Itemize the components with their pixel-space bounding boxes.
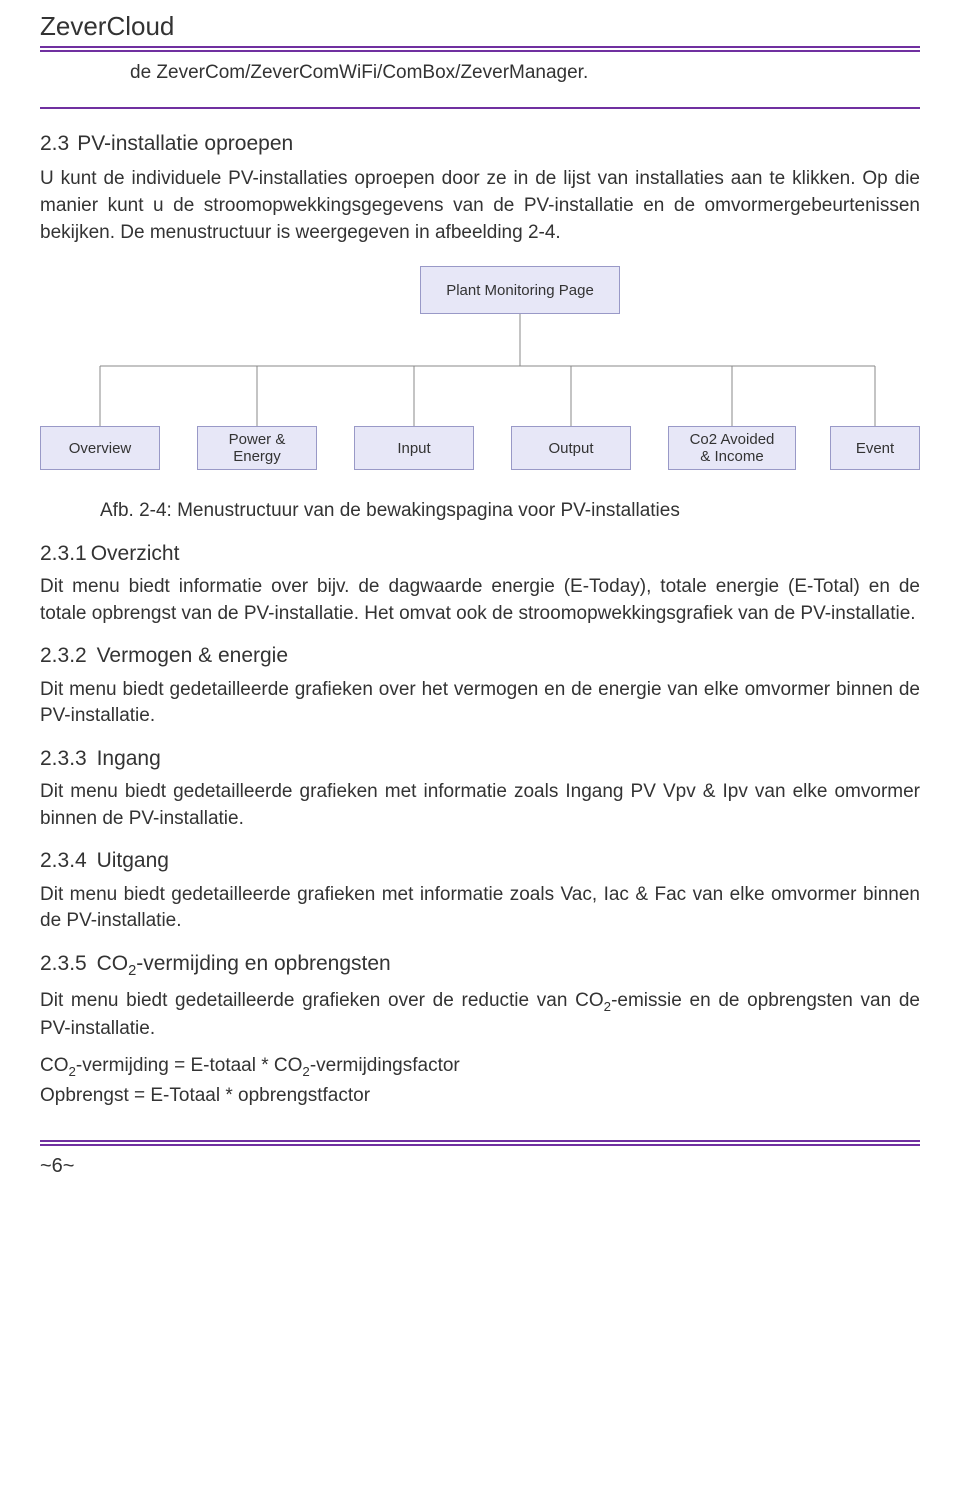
heading-2-3-1-num: 2.3.1 <box>40 542 87 565</box>
section-rule <box>40 107 920 109</box>
f1-mid: -vermijding = E-totaal * CO <box>76 1055 303 1076</box>
heading-2-3-5-num: 2.3.5 <box>40 952 87 975</box>
f1-post: -vermijdingsfactor <box>310 1055 460 1076</box>
page-header-title: ZeverCloud <box>40 0 920 46</box>
heading-2-3-5-title-pre: CO <box>97 952 129 975</box>
heading-2-3-2: 2.3.2 Vermogen & energie <box>40 641 920 670</box>
formula-co2-vermijding: CO2-vermijding = E-totaal * CO2-vermijdi… <box>40 1053 920 1081</box>
figure-caption-2-4: Afb. 2-4: Menustructuur van de bewakings… <box>100 498 920 525</box>
s235-p-sub: 2 <box>604 999 611 1014</box>
f1-pre: CO <box>40 1055 69 1076</box>
heading-2-3-1-title: Overzicht <box>91 542 180 565</box>
section-2-3-4-paragraph: Dit menu biedt gedetailleerde grafieken … <box>40 882 920 935</box>
section-2-3-5-paragraph: Dit menu biedt gedetailleerde grafieken … <box>40 988 920 1043</box>
menu-structure-diagram: Plant Monitoring Page Overview Power &En… <box>40 266 920 486</box>
diagram-leaf-input: Input <box>354 426 474 470</box>
section-2-3-3-paragraph: Dit menu biedt gedetailleerde grafieken … <box>40 779 920 832</box>
s235-p-pre: Dit menu biedt gedetailleerde grafieken … <box>40 990 604 1011</box>
section-2-3-paragraph: U kunt de individuele PV-installaties op… <box>40 166 920 246</box>
formula-opbrengst: Opbrengst = E-Totaal * opbrengstfactor <box>40 1083 920 1110</box>
diagram-root-node: Plant Monitoring Page <box>420 266 620 314</box>
footer-double-rule <box>40 1140 920 1146</box>
heading-2-3-2-title: Vermogen & energie <box>97 644 288 667</box>
heading-2-3-4-title: Uitgang <box>97 849 169 872</box>
heading-2-3-num: 2.3 <box>40 132 69 155</box>
diagram-leaf-output: Output <box>511 426 631 470</box>
heading-2-3-3-num: 2.3.3 <box>40 747 87 770</box>
page-number: ~6~ <box>40 1152 920 1180</box>
heading-2-3-4-num: 2.3.4 <box>40 849 87 872</box>
intro-line: de ZeverCom/ZeverComWiFi/ComBox/ZeverMan… <box>40 60 920 87</box>
heading-2-3-5-title-sub: 2 <box>128 963 136 979</box>
heading-2-3-3: 2.3.3 Ingang <box>40 744 920 773</box>
heading-2-3-5-title-post: -vermijding en opbrengsten <box>136 952 390 975</box>
heading-2-3-title: PV-installatie oproepen <box>77 132 293 155</box>
heading-2-3-3-title: Ingang <box>97 747 161 770</box>
f1-sub1: 2 <box>69 1064 76 1079</box>
heading-2-3-2-num: 2.3.2 <box>40 644 87 667</box>
diagram-leaf-power-energy: Power &Energy <box>197 426 317 470</box>
section-2-3-1-paragraph: Dit menu biedt informatie over bijv. de … <box>40 574 920 627</box>
heading-2-3-1: 2.3.1Overzicht <box>40 539 920 568</box>
section-2-3-2-paragraph: Dit menu biedt gedetailleerde grafieken … <box>40 677 920 730</box>
heading-2-3-4: 2.3.4 Uitgang <box>40 846 920 875</box>
diagram-leaf-co2-income: Co2 Avoided& Income <box>668 426 796 470</box>
diagram-leaf-overview: Overview <box>40 426 160 470</box>
diagram-leaf-event: Event <box>830 426 920 470</box>
heading-2-3-5: 2.3.5 CO2-vermijding en opbrengsten <box>40 949 920 982</box>
header-double-rule <box>40 46 920 52</box>
heading-2-3: 2.3 PV-installatie oproepen <box>40 129 920 158</box>
f1-sub2: 2 <box>302 1064 309 1079</box>
